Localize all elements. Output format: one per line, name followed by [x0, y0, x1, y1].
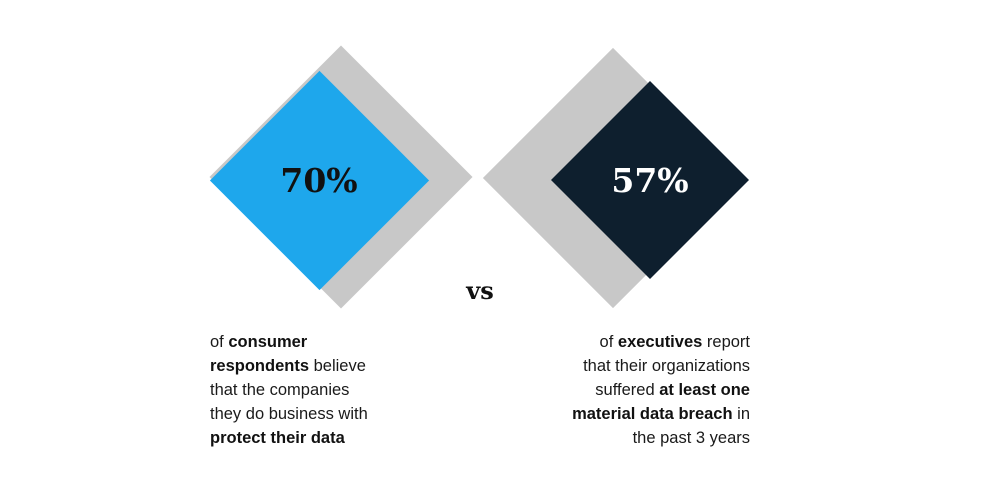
caption-emphasis: respondents	[210, 357, 310, 375]
caption-text: suffered	[595, 381, 660, 399]
caption-emphasis: at least one	[659, 381, 750, 399]
caption-text: in	[732, 405, 750, 423]
caption-text: of	[599, 333, 618, 351]
caption-text: that their organizations	[583, 357, 750, 375]
caption-line: that their organizations	[540, 354, 750, 378]
caption-text: report	[702, 333, 750, 351]
caption-text: that the companies	[210, 381, 350, 399]
vs-label: vs	[466, 276, 494, 305]
right-caption: of executives report that their organizat…	[540, 330, 750, 450]
right-stat-value: 57%	[611, 161, 689, 200]
caption-line: respondents believe	[210, 354, 410, 378]
caption-emphasis: consumer	[228, 333, 308, 351]
caption-line: that the companies	[210, 378, 410, 402]
caption-text: they do business with	[210, 405, 368, 423]
caption-line: they do business with	[210, 402, 410, 426]
left-stat-value: 70%	[280, 161, 358, 200]
caption-text: of	[210, 333, 229, 351]
caption-line: suffered at least one	[540, 378, 750, 402]
caption-line: material data breach in	[540, 402, 750, 426]
caption-line: the past 3 years	[540, 426, 750, 450]
caption-line: of consumer	[210, 330, 410, 354]
caption-emphasis: protect their data	[210, 429, 345, 447]
caption-text: the past 3 years	[632, 429, 750, 447]
caption-emphasis: executives	[617, 333, 703, 351]
caption-text: believe	[309, 357, 366, 375]
caption-line: protect their data	[210, 426, 410, 450]
caption-emphasis: material data breach	[572, 405, 733, 423]
caption-line: of executives report	[540, 330, 750, 354]
left-caption: of consumer respondents believe that the c…	[210, 330, 410, 450]
